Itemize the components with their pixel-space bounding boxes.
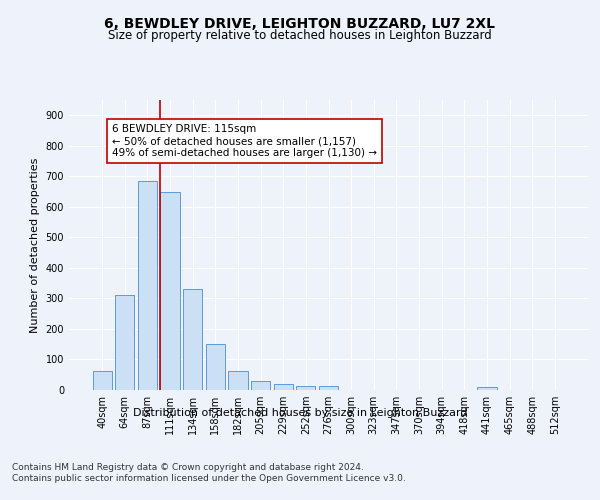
Text: Contains public sector information licensed under the Open Government Licence v3: Contains public sector information licen…	[12, 474, 406, 483]
Bar	[115, 296, 134, 390]
Text: Size of property relative to detached houses in Leighton Buzzard: Size of property relative to detached ho…	[108, 29, 492, 42]
Bar	[138, 181, 157, 390]
Bar	[206, 344, 225, 390]
Bar	[229, 371, 248, 390]
Text: Contains HM Land Registry data © Crown copyright and database right 2024.: Contains HM Land Registry data © Crown c…	[12, 462, 364, 471]
Bar	[319, 386, 338, 390]
Text: 6 BEWDLEY DRIVE: 115sqm
← 50% of detached houses are smaller (1,157)
49% of semi: 6 BEWDLEY DRIVE: 115sqm ← 50% of detache…	[112, 124, 377, 158]
Text: 6, BEWDLEY DRIVE, LEIGHTON BUZZARD, LU7 2XL: 6, BEWDLEY DRIVE, LEIGHTON BUZZARD, LU7 …	[104, 18, 496, 32]
Bar	[183, 290, 202, 390]
Bar	[274, 384, 293, 390]
Bar	[251, 381, 270, 390]
Bar	[160, 192, 180, 390]
Bar	[296, 386, 316, 390]
Y-axis label: Number of detached properties: Number of detached properties	[30, 158, 40, 332]
Text: Distribution of detached houses by size in Leighton Buzzard: Distribution of detached houses by size …	[133, 408, 467, 418]
Bar	[92, 371, 112, 390]
Bar	[477, 387, 497, 390]
